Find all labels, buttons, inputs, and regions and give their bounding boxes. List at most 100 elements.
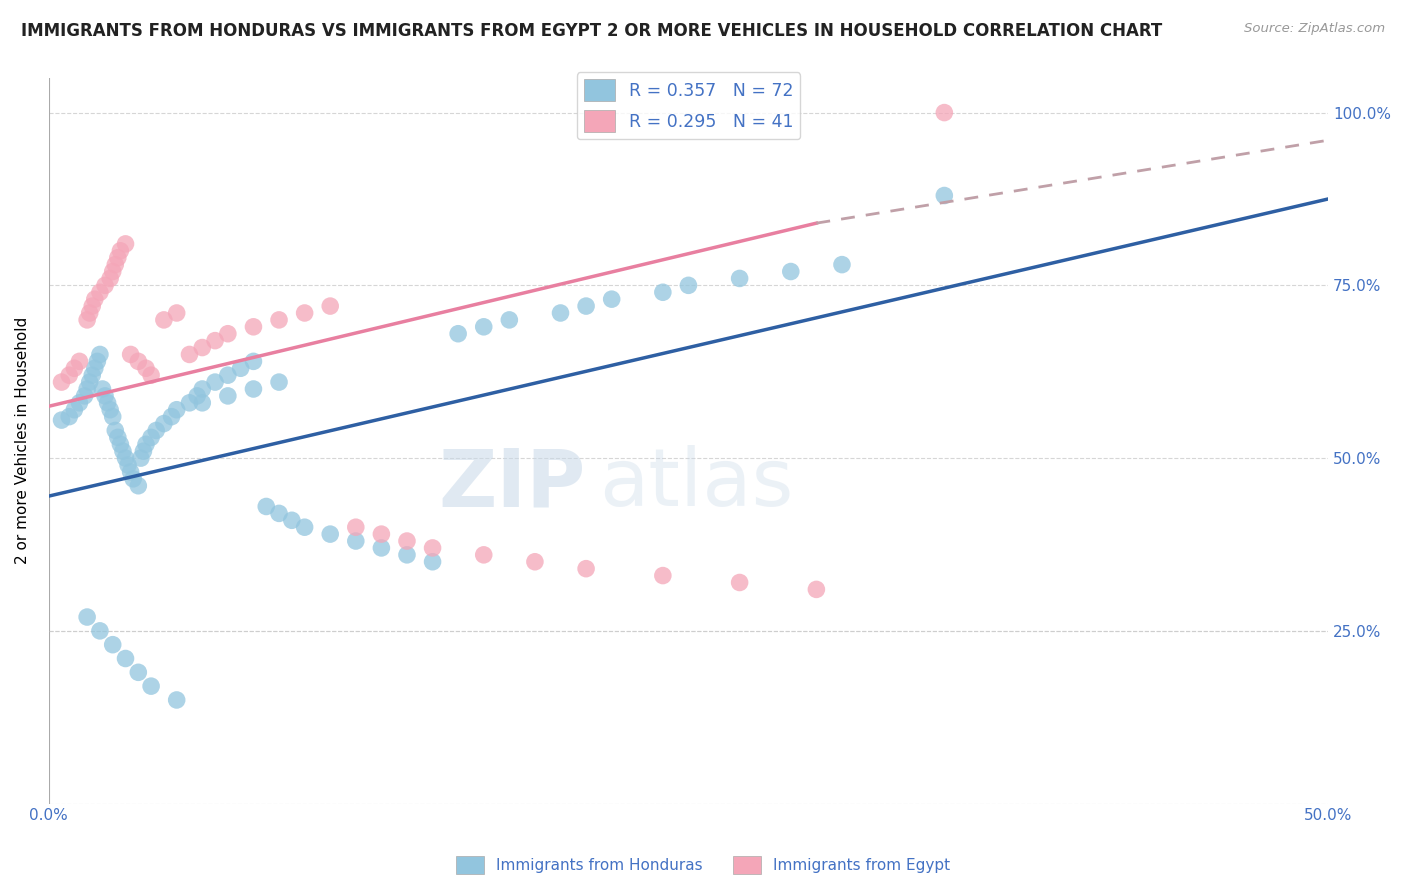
Y-axis label: 2 or more Vehicles in Household: 2 or more Vehicles in Household xyxy=(15,318,30,565)
Point xyxy=(728,271,751,285)
Point xyxy=(395,548,418,562)
Point xyxy=(120,347,142,361)
Point xyxy=(267,313,290,327)
Text: Source: ZipAtlas.com: Source: ZipAtlas.com xyxy=(1244,22,1385,36)
Point xyxy=(83,292,105,306)
Point xyxy=(191,396,214,410)
Point xyxy=(179,396,201,410)
Point xyxy=(111,444,134,458)
Point xyxy=(76,313,98,327)
Point xyxy=(91,382,114,396)
Legend: Immigrants from Honduras, Immigrants from Egypt: Immigrants from Honduras, Immigrants fro… xyxy=(450,850,956,880)
Point xyxy=(344,534,367,549)
Point xyxy=(934,105,956,120)
Point xyxy=(139,679,162,693)
Point xyxy=(120,465,142,479)
Point xyxy=(129,451,152,466)
Point xyxy=(114,236,136,251)
Point xyxy=(110,437,132,451)
Point xyxy=(831,258,853,272)
Point xyxy=(82,299,104,313)
Point xyxy=(58,368,80,383)
Point xyxy=(779,264,801,278)
Point xyxy=(63,361,86,376)
Point xyxy=(344,520,367,534)
Point xyxy=(153,313,176,327)
Point xyxy=(58,409,80,424)
Point xyxy=(600,292,623,306)
Point xyxy=(523,555,546,569)
Point xyxy=(107,251,129,265)
Point xyxy=(370,541,392,555)
Point xyxy=(281,513,304,527)
Point xyxy=(191,341,214,355)
Point xyxy=(101,409,124,424)
Point xyxy=(86,354,108,368)
Point xyxy=(294,520,316,534)
Point xyxy=(179,347,201,361)
Point xyxy=(242,382,264,396)
Point xyxy=(166,693,188,707)
Point xyxy=(127,665,149,680)
Point xyxy=(101,638,124,652)
Point xyxy=(550,306,572,320)
Point xyxy=(63,402,86,417)
Point xyxy=(122,472,145,486)
Point xyxy=(166,306,188,320)
Point xyxy=(132,444,155,458)
Point xyxy=(651,285,673,300)
Point xyxy=(422,541,444,555)
Point xyxy=(127,354,149,368)
Point xyxy=(110,244,132,258)
Point xyxy=(806,582,828,597)
Text: atlas: atlas xyxy=(599,445,793,524)
Point xyxy=(651,568,673,582)
Point xyxy=(254,500,277,514)
Point xyxy=(69,354,91,368)
Point xyxy=(242,354,264,368)
Point xyxy=(153,417,176,431)
Point xyxy=(204,334,226,348)
Point xyxy=(97,396,120,410)
Point xyxy=(370,527,392,541)
Point xyxy=(242,319,264,334)
Point xyxy=(267,507,290,521)
Point xyxy=(107,430,129,444)
Point xyxy=(104,424,127,438)
Point xyxy=(89,347,111,361)
Point xyxy=(678,278,700,293)
Point xyxy=(186,389,208,403)
Point xyxy=(498,313,520,327)
Point xyxy=(139,430,162,444)
Point xyxy=(728,575,751,590)
Point xyxy=(166,402,188,417)
Point xyxy=(160,409,183,424)
Legend: R = 0.357   N = 72, R = 0.295   N = 41: R = 0.357 N = 72, R = 0.295 N = 41 xyxy=(576,72,800,139)
Point xyxy=(98,402,121,417)
Point xyxy=(89,624,111,638)
Point xyxy=(575,299,598,313)
Point xyxy=(51,413,73,427)
Point xyxy=(83,361,105,376)
Point xyxy=(114,651,136,665)
Point xyxy=(934,188,956,202)
Point xyxy=(472,319,495,334)
Point xyxy=(472,548,495,562)
Point xyxy=(82,368,104,383)
Text: IMMIGRANTS FROM HONDURAS VS IMMIGRANTS FROM EGYPT 2 OR MORE VEHICLES IN HOUSEHOL: IMMIGRANTS FROM HONDURAS VS IMMIGRANTS F… xyxy=(21,22,1163,40)
Point xyxy=(319,299,342,313)
Point xyxy=(94,278,117,293)
Point xyxy=(422,555,444,569)
Point xyxy=(127,479,149,493)
Point xyxy=(447,326,470,341)
Point xyxy=(94,389,117,403)
Point xyxy=(69,396,91,410)
Point xyxy=(73,389,96,403)
Point xyxy=(135,437,157,451)
Point xyxy=(217,368,239,383)
Point xyxy=(114,451,136,466)
Point xyxy=(294,306,316,320)
Point xyxy=(204,375,226,389)
Point xyxy=(101,264,124,278)
Point xyxy=(191,382,214,396)
